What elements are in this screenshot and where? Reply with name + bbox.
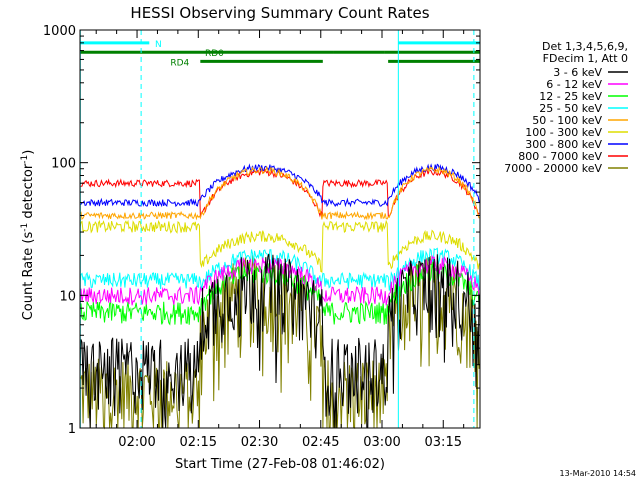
x-tick-label: 02:15 <box>180 435 217 450</box>
chart-title: HESSI Observing Summary Count Rates <box>130 4 429 22</box>
x-axis-ticks: 02:00 02:15 02:30 02:45 03:00 03:15 <box>95 30 465 450</box>
legend: Det 1,3,4,5,6,9,FDecim 1, Att 03 - 6 keV… <box>504 40 628 175</box>
legend-entry-label: 50 - 100 keV <box>532 114 602 127</box>
y-axis-label: Count Rate (s-1 detector-1) <box>20 150 36 321</box>
series-layer <box>79 163 480 430</box>
x-axis-label: Start Time (27-Feb-08 01:46:02) <box>175 457 385 472</box>
y-tick-label: 1 <box>68 422 76 437</box>
y-tick-label: 10 <box>59 289 76 304</box>
vertical-markers <box>79 30 475 428</box>
x-tick-label: 03:00 <box>363 435 400 450</box>
legend-entry-label: 800 - 7000 keV <box>518 150 602 163</box>
x-tick-label: 02:00 <box>118 435 155 450</box>
y-axis-ticks: 1 10 100 1000 <box>43 24 480 437</box>
legend-entry-label: 300 - 800 keV <box>525 138 602 151</box>
series-line <box>79 253 480 429</box>
series-line <box>79 219 480 273</box>
x-tick-label: 03:15 <box>425 435 462 450</box>
flag-bars: N RD0 RD4 <box>80 40 480 68</box>
flag-bar-label: RD0 <box>205 49 224 59</box>
legend-entry-label: 25 - 50 keV <box>539 102 602 115</box>
series-line <box>79 247 480 291</box>
legend-header-line: Det 1,3,4,5,6,9, <box>542 40 628 53</box>
legend-entry-label: 100 - 300 keV <box>525 126 602 139</box>
y-tick-label: 100 <box>51 157 76 172</box>
legend-entry-label: 7000 - 20000 keV <box>504 162 602 175</box>
legend-entry-label: 12 - 25 keV <box>539 90 602 103</box>
legend-entry-label: 6 - 12 keV <box>546 78 602 91</box>
flag-bar-label: RD4 <box>170 58 189 68</box>
series-line <box>79 163 480 208</box>
y-tick-label: 1000 <box>43 24 76 39</box>
x-tick-label: 02:30 <box>241 435 278 450</box>
x-tick-label: 02:45 <box>302 435 339 450</box>
footer-timestamp: 13-Mar-2010 14:54 <box>560 469 637 478</box>
legend-entry-label: 3 - 6 keV <box>553 66 602 79</box>
series-line <box>79 167 480 218</box>
legend-header-line: FDecim 1, Att 0 <box>543 52 628 65</box>
flag-bar-label: N <box>155 40 162 50</box>
series-line <box>79 165 480 221</box>
